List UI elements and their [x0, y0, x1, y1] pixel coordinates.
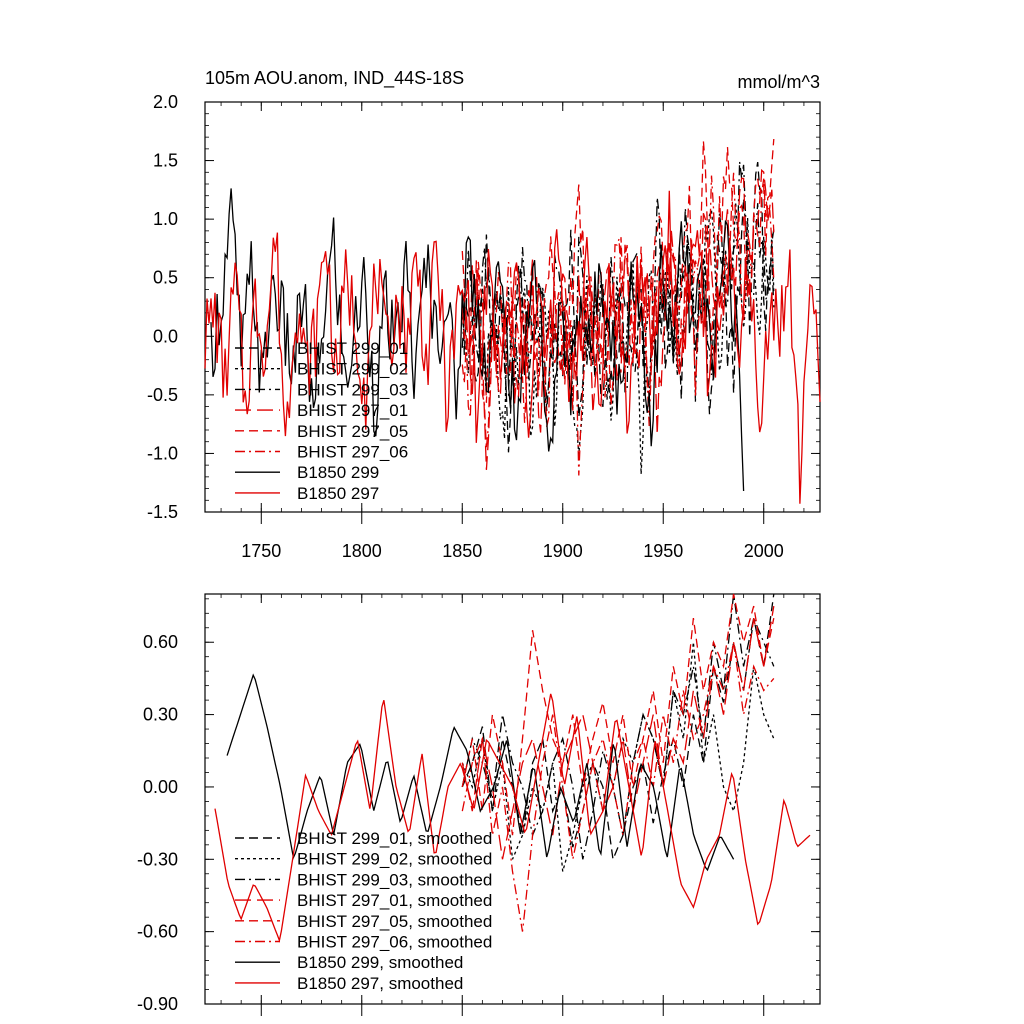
top-series-lines [204, 138, 821, 504]
x-tick-label: 1750 [241, 541, 281, 561]
legend-label: B1850 297 [297, 484, 379, 503]
bottom-axis-ticks: 0.60 0.30 0.00 -0.30 -0.60 -0.90 [137, 594, 820, 1016]
x-tick-label: 1950 [643, 541, 683, 561]
series-line [214, 693, 811, 943]
chart-title: 105m AOU.anom, IND_44S-18S [205, 68, 464, 89]
series-line [204, 190, 821, 504]
series-line [210, 188, 745, 492]
bottom-series-lines [214, 593, 811, 943]
x-tick-label: 1800 [342, 541, 382, 561]
units-label: mmol/m^3 [738, 72, 820, 92]
legend-label: BHIST 299_03 [297, 380, 408, 399]
legend-label: BHIST 297_01 [297, 401, 408, 420]
bottom-legend: BHIST 299_01, smoothed BHIST 299_02, smoo… [235, 829, 492, 993]
series-line [461, 593, 775, 860]
series-line [461, 138, 775, 406]
y-tick-label: 2.0 [153, 92, 178, 112]
legend-label: BHIST 297_05, smoothed [297, 912, 492, 931]
y-tick-label: -1.0 [147, 443, 178, 463]
legend-label: BHIST 297_05 [297, 422, 408, 441]
y-tick-label: 0.5 [153, 268, 178, 288]
legend-label: BHIST 297_06, smoothed [297, 933, 492, 952]
legend-label: B1850 299 [297, 463, 379, 482]
y-tick-label: 1.5 [153, 151, 178, 171]
top-axis-ticks: 2.0 1.5 1.0 0.5 0.0 -0.5 -1.0 -1.5 1750 1800 1850 1… [147, 92, 820, 561]
legend-label: BHIST 297_06 [297, 443, 408, 462]
legend-label: BHIST 299_02 [297, 360, 408, 379]
series-line [226, 673, 735, 872]
y-tick-label: -0.90 [137, 994, 178, 1014]
top-panel: 105m AOU.anom, IND_44S-18S mmol/m^3 2.0 1… [147, 68, 821, 561]
legend-label: B1850 297, smoothed [297, 974, 463, 993]
legend-label: BHIST 299_03, smoothed [297, 870, 492, 889]
series-line [461, 605, 775, 860]
legend-label: BHIST 299_02, smoothed [297, 850, 492, 869]
y-tick-label: -0.60 [137, 922, 178, 942]
x-tick-label: 1900 [543, 541, 583, 561]
legend-label: BHIST 297_01, smoothed [297, 891, 492, 910]
y-tick-label: 0.30 [143, 705, 178, 725]
series-line [461, 161, 775, 453]
bottom-panel: 0.60 0.30 0.00 -0.30 -0.60 -0.90 BHIST 299_01… [137, 593, 821, 1016]
plot-frame [204, 101, 821, 513]
series-line [461, 593, 775, 836]
y-tick-label: 1.0 [153, 209, 178, 229]
plot-frame-smoothed [204, 593, 821, 1005]
x-tick-label: 2000 [744, 541, 784, 561]
legend-label: BHIST 299_01, smoothed [297, 829, 492, 848]
legend-label: BHIST 299_01 [297, 339, 408, 358]
y-tick-label: -0.30 [137, 849, 178, 869]
y-tick-label: 0.0 [153, 326, 178, 346]
y-tick-label: -0.5 [147, 385, 178, 405]
y-tick-label: 0.60 [143, 632, 178, 652]
y-tick-label: 0.00 [143, 777, 178, 797]
y-tick-label: -1.5 [147, 502, 178, 522]
series-line [461, 642, 775, 872]
legend-label: B1850 299, smoothed [297, 953, 463, 972]
series-line [461, 642, 775, 932]
x-tick-label: 1850 [442, 541, 482, 561]
